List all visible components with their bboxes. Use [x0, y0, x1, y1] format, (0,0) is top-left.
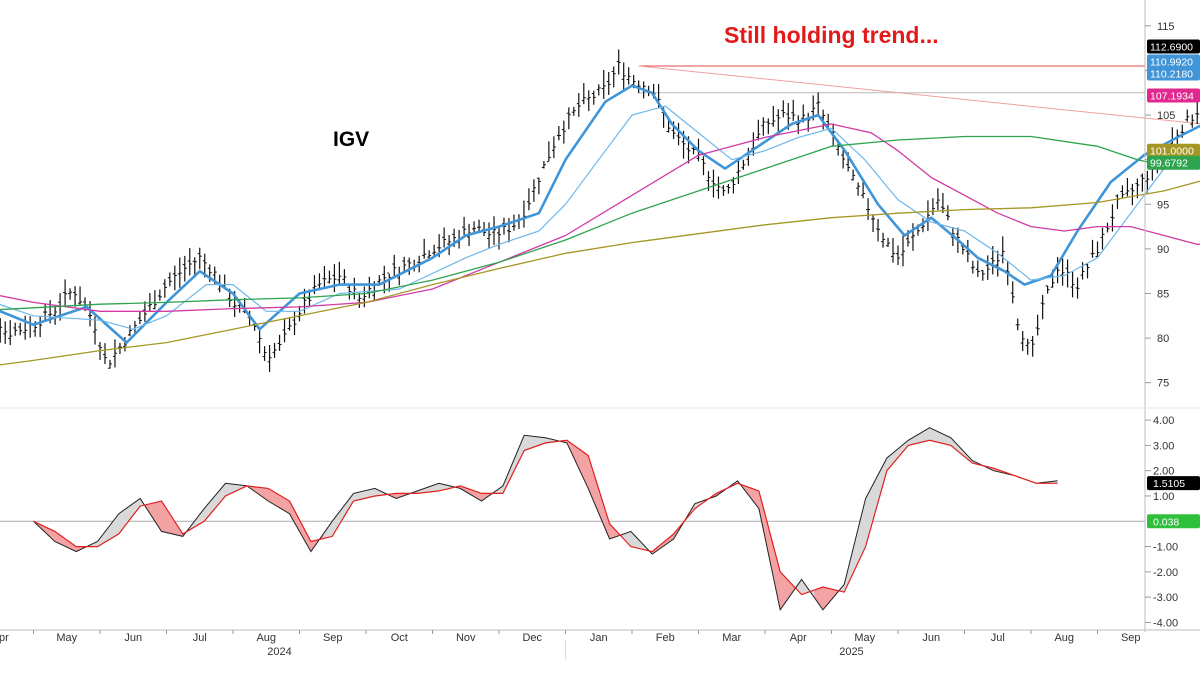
- price-tick-label: 80: [1157, 333, 1169, 345]
- price-tag-text: 110.9920: [1150, 57, 1193, 69]
- month-label: Jul: [991, 632, 1005, 644]
- year-label: 2024: [267, 646, 291, 658]
- month-label: Jan: [590, 632, 608, 644]
- price-tag-bg: [1147, 88, 1200, 103]
- reference-lines: [638, 65, 1200, 125]
- price-tag-bg: [1147, 143, 1200, 158]
- month-label: Sep: [323, 632, 343, 644]
- osc-fill-below: [562, 440, 623, 539]
- month-label: Nov: [456, 632, 476, 644]
- price-tick-label: 75: [1157, 378, 1169, 390]
- price-tag: 112.6900: [1147, 39, 1200, 54]
- osc-fill-below: [652, 517, 687, 555]
- ma-olive-line: [0, 180, 1200, 366]
- price-tag: 107.1934: [1147, 88, 1200, 103]
- month-label: May: [56, 632, 77, 644]
- month-label: Dec: [522, 632, 542, 644]
- price-tag-text: 99.6792: [1150, 158, 1188, 170]
- osc-fill-above: [187, 483, 252, 532]
- osc-fill-above: [797, 579, 815, 598]
- month-label: Apr: [0, 632, 9, 644]
- month-label: Apr: [790, 632, 807, 644]
- price-tag-bg: [1147, 39, 1200, 54]
- osc-fill-above: [1014, 475, 1058, 484]
- osc-fill-above: [323, 488, 392, 539]
- osc-fill-above: [494, 435, 563, 494]
- month-label: Jun: [124, 632, 142, 644]
- osc-tick-label: 3.00: [1153, 440, 1174, 452]
- zero-tag-text: 0.038: [1153, 516, 1179, 528]
- zero-tag-bg: [1147, 514, 1200, 529]
- price-tag-text: 101.0000: [1150, 146, 1194, 158]
- month-label: Aug: [256, 632, 276, 644]
- price-bars: [0, 49, 1200, 372]
- ma-green-line: [0, 135, 1200, 311]
- month-label: Aug: [1054, 632, 1074, 644]
- moving-averages: [0, 84, 1200, 366]
- price-tag-text: 110.2180: [1150, 69, 1193, 81]
- osc-fill-above: [622, 531, 653, 555]
- osc-tick-label: 4.00: [1153, 415, 1174, 427]
- osc-tag: 1.5105: [1147, 476, 1200, 491]
- osc-fill-above: [89, 498, 145, 547]
- signal-line: [33, 439, 1058, 596]
- osc-tick-label: 1.00: [1153, 491, 1174, 503]
- month-label: Sep: [1121, 632, 1141, 644]
- price-tick-label: 85: [1157, 288, 1169, 300]
- price-tick-label: 105: [1157, 110, 1175, 122]
- ma-medium-line: [0, 105, 1200, 330]
- osc-tag-bg: [1147, 476, 1200, 491]
- osc-fill-below: [144, 501, 188, 537]
- price-tag-bg: [1147, 66, 1200, 81]
- ma-short-line: [0, 84, 1200, 344]
- price-tag-text: 107.1934: [1150, 91, 1194, 103]
- osc-fill-below: [251, 486, 324, 552]
- oscillator: [33, 427, 1058, 612]
- osc-tick-label: -3.00: [1153, 592, 1178, 604]
- osc-tick-label: -1.00: [1153, 542, 1178, 554]
- month-label: Feb: [656, 632, 675, 644]
- annotation-title: Still holding trend...: [724, 22, 939, 48]
- month-label: Mar: [722, 632, 741, 644]
- price-tick-label: 95: [1157, 199, 1169, 211]
- price-tick-label: 90: [1157, 244, 1169, 256]
- price-tag: 110.9920: [1147, 54, 1200, 69]
- month-label: May: [854, 632, 875, 644]
- osc-fill-above: [413, 483, 456, 494]
- month-label: Jul: [193, 632, 207, 644]
- osc-tick-label: -4.00: [1153, 617, 1178, 629]
- osc-fill-below: [741, 484, 798, 610]
- osc-fill-below: [455, 485, 495, 501]
- price-tag-bg: [1147, 54, 1200, 69]
- annotation-ticker: IGV: [333, 128, 370, 151]
- month-label: Jun: [922, 632, 940, 644]
- osc-tick-label: -2.00: [1153, 567, 1178, 579]
- zero-tag: 0.038: [1147, 514, 1200, 529]
- price-tag: 99.6792: [1147, 155, 1200, 170]
- osc-fill-below: [814, 587, 840, 610]
- ma-pink-line: [0, 123, 1200, 312]
- price-tag-text: 112.6900: [1150, 41, 1193, 53]
- axes: 75808590951001051101154.003.002.001.00-1…: [0, 0, 1200, 660]
- osc-tick-label: 2.00: [1153, 466, 1174, 478]
- osc-tag-text: 1.5105: [1153, 478, 1185, 490]
- downtrend-line: [638, 65, 1200, 125]
- oscillator-line: [33, 427, 1058, 612]
- price-tick-label: 115: [1157, 21, 1175, 33]
- month-label: Oct: [391, 632, 408, 644]
- price-tag: 110.2180: [1147, 66, 1200, 81]
- price-tag: 101.0000: [1147, 143, 1200, 158]
- osc-fill-above: [840, 427, 986, 593]
- year-label: 2025: [839, 646, 863, 658]
- price-tag-bg: [1147, 155, 1200, 170]
